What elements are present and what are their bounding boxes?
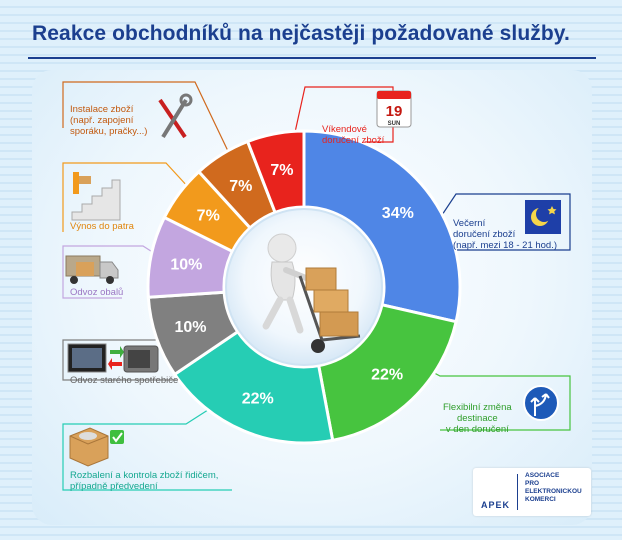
label-line: Instalace zboží [70,104,134,115]
label-vecerni: Večerní doručení zboží (např. mezi 18 - … [453,218,557,251]
label-spotrebic: Odvoz starého spotřebiče [70,375,178,386]
label-vikendove: Víkendové doručení zboží [322,124,384,146]
label-line: destinace [456,413,498,424]
tools-icon [158,93,193,139]
title-underline [28,57,596,59]
label-line: Večerní [453,218,486,229]
label-line: doručení zboží [453,229,516,240]
leader-rozbaleni [62,391,237,491]
donut-slice [316,303,458,443]
label-line: v den doručení [445,424,509,435]
svg-text:SUN: SUN [388,121,401,127]
label-rozbaleni: Rozbalení a kontrola zboží řidičem, příp… [70,470,218,492]
slice-value-label: 10% [174,319,206,336]
label-line: Flexibilní změna [443,402,512,413]
slice-value-label: 22% [242,391,274,408]
truck-icon [65,255,119,284]
apek-text-line: ASOCIACE [525,472,560,479]
tv-swap-icon [67,343,159,373]
label-line: (např. mezi 18 - 21 hod.) [453,240,558,251]
label-line: sporáku, pračky...) [70,126,148,137]
leader-vecerni [429,193,571,251]
donut-slice [302,129,462,324]
moon-star-icon [525,200,561,234]
label-line: Rozbalení a kontrola zboží řidičem, [70,470,219,481]
leader-vikendove [289,86,394,156]
apek-text-line: KOMERCI [525,496,556,503]
apek-text-line: ELEKTRONICKOU [525,488,582,495]
chart-title: Reakce obchodníků na nejčastěji požadova… [32,22,570,45]
direction-sign-icon [523,385,559,421]
apek-text-line: PRO [525,480,540,487]
apek-logo: APEK ASOCIACE PRO ELEKTRONICKOU KOMERCI [473,468,591,516]
label-obaly: Odvoz obalů [70,287,123,298]
apek-fullname: ASOCIACE PRO ELEKTRONICKOU KOMERCI [525,472,589,504]
label-vynos: Výnos do patra [70,221,134,232]
slice-value-label: 34% [382,205,414,222]
label-line: (např. zapojení [70,115,134,126]
label-line: doručení zboží [322,135,385,146]
donut-slice [172,329,335,445]
label-flexibilni: Flexibilní změna destinace v den doručen… [443,402,512,435]
label-line: Výnos do patra [70,221,134,232]
slice-value-label: 7% [229,178,252,195]
label-line: případně předvedení [70,481,158,492]
label-instalace: Instalace zboží (např. zapojení sporáku,… [70,104,147,137]
slice-value-label: 7% [270,162,293,179]
stairs-icon [71,172,121,221]
open-box-check-icon [69,427,124,467]
donut-slice [245,129,306,215]
person-cart-illustration [262,233,361,353]
label-line: Víkendové [322,124,367,135]
leader-instalace [62,81,239,173]
apek-divider [517,474,518,510]
slice-value-label: 7% [197,208,220,225]
apek-name: APEK [481,500,511,510]
label-line: Odvoz starého spotřebiče [70,375,179,386]
slice-value-label: 22% [371,367,403,384]
label-line: Odvoz obalů [70,287,124,298]
leader-vynos [62,162,201,232]
svg-text:19: 19 [386,103,403,120]
slice-value-label: 10% [170,256,202,273]
calendar-icon: 19 SUN [376,90,412,128]
